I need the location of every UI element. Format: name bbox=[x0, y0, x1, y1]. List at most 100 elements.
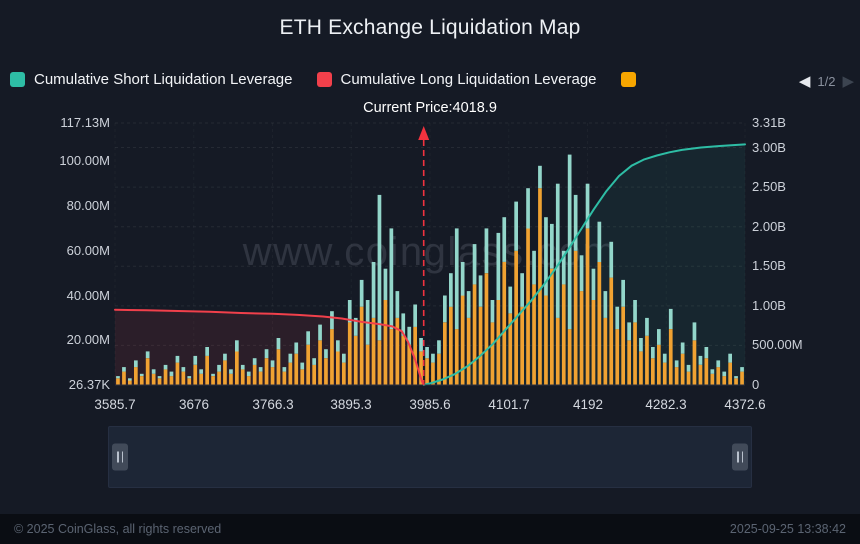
legend-item-cumulative-short[interactable]: Cumulative Short Liquidation Leverage bbox=[10, 71, 293, 88]
long-liquidation-bar bbox=[591, 300, 596, 385]
range-slider-right-handle[interactable] bbox=[732, 443, 748, 471]
right-axis-label: 1.00B bbox=[752, 298, 786, 313]
short-liquidation-bar bbox=[484, 228, 489, 274]
legend-item-extra[interactable] bbox=[620, 72, 645, 87]
long-liquidation-bar bbox=[312, 364, 316, 385]
short-liquidation-bar bbox=[347, 300, 352, 323]
right-axis-label: 2.00B bbox=[752, 219, 786, 234]
right-axis-label: 2.50B bbox=[752, 179, 786, 194]
short-liquidation-bar bbox=[573, 194, 578, 251]
long-liquidation-bar bbox=[716, 367, 721, 385]
long-liquidation-bar bbox=[365, 344, 370, 385]
long-liquidation-bar bbox=[502, 262, 507, 385]
legend-item-cumulative-long[interactable]: Cumulative Long Liquidation Leverage bbox=[316, 71, 597, 88]
short-liquidation-bar bbox=[169, 371, 174, 377]
legend-swatch-long bbox=[316, 72, 332, 87]
long-liquidation-bar bbox=[342, 362, 346, 385]
short-liquidation-bar bbox=[466, 291, 471, 318]
long-liquidation-bar bbox=[407, 344, 412, 385]
short-liquidation-bar bbox=[544, 217, 548, 296]
cumulative-line bbox=[114, 308, 425, 386]
next-page-icon[interactable]: ▶ bbox=[842, 73, 854, 90]
long-liquidation-bar bbox=[347, 322, 352, 385]
long-liquidation-bar bbox=[460, 295, 465, 385]
long-liquidation-bar bbox=[116, 378, 120, 385]
x-axis-label: 4101.7 bbox=[488, 397, 530, 412]
short-liquidation-bar bbox=[199, 369, 203, 374]
short-liquidation-bar bbox=[419, 338, 423, 352]
long-liquidation-bar bbox=[496, 300, 501, 385]
long-liquidation-bar bbox=[478, 306, 483, 385]
short-liquidation-bar bbox=[252, 358, 257, 365]
long-liquidation-bar bbox=[710, 373, 715, 385]
long-liquidation-bar bbox=[276, 349, 281, 385]
long-liquidation-bar bbox=[353, 335, 358, 385]
long-liquidation-bar bbox=[163, 369, 168, 385]
long-liquidation-bar bbox=[674, 367, 679, 385]
long-liquidation-bar bbox=[246, 376, 251, 385]
range-slider-left-handle[interactable] bbox=[112, 443, 128, 471]
short-liquidation-bar bbox=[514, 201, 518, 251]
short-liquidation-bar bbox=[686, 364, 691, 372]
short-liquidation-bar bbox=[151, 369, 156, 374]
long-liquidation-bar bbox=[645, 335, 649, 385]
long-liquidation-bar bbox=[134, 367, 138, 385]
legend-label-long: Cumulative Long Liquidation Leverage bbox=[340, 71, 597, 88]
long-liquidation-bar bbox=[520, 306, 524, 385]
short-liquidation-bar bbox=[353, 317, 358, 336]
long-liquidation-bar bbox=[240, 369, 245, 385]
short-liquidation-bar bbox=[395, 291, 400, 318]
short-liquidation-bar bbox=[449, 273, 453, 307]
x-axis-label: 3895.3 bbox=[330, 397, 372, 412]
chart-legend: Cumulative Short Liquidation Leverage Cu… bbox=[10, 71, 645, 88]
long-liquidation-bar bbox=[722, 376, 727, 385]
short-liquidation-bar bbox=[318, 324, 322, 341]
footer-bar: © 2025 CoinGlass, all rights reserved 20… bbox=[0, 514, 860, 544]
long-liquidation-bar bbox=[252, 364, 257, 385]
short-liquidation-bar bbox=[627, 322, 631, 341]
chart-pagination: ◀ 1/2 ▶ bbox=[799, 74, 854, 89]
chart-range-slider[interactable] bbox=[108, 426, 752, 488]
long-liquidation-bar bbox=[389, 329, 394, 385]
long-liquidation-bar bbox=[550, 268, 554, 385]
short-liquidation-bar bbox=[520, 273, 524, 307]
long-liquidation-bar bbox=[437, 353, 441, 385]
long-liquidation-bar bbox=[561, 284, 566, 385]
handle-grip-icon bbox=[741, 451, 743, 463]
short-liquidation-bar bbox=[157, 376, 162, 379]
short-liquidation-bar bbox=[223, 353, 227, 361]
short-liquidation-bar bbox=[240, 364, 245, 370]
right-axis-label: 3.00B bbox=[752, 140, 786, 155]
short-liquidation-bar bbox=[526, 188, 530, 229]
long-liquidation-bar bbox=[555, 317, 560, 385]
short-liquidation-bar bbox=[710, 369, 715, 374]
long-liquidation-bar bbox=[306, 344, 310, 385]
long-liquidation-bar bbox=[187, 378, 192, 385]
long-liquidation-bar bbox=[585, 228, 590, 385]
long-liquidation-bar bbox=[698, 364, 703, 385]
long-liquidation-bar bbox=[484, 273, 489, 385]
short-liquidation-bar bbox=[639, 338, 643, 352]
short-liquidation-bar bbox=[413, 304, 417, 327]
short-liquidation-bar bbox=[276, 338, 281, 350]
left-axis-label: 20.00M bbox=[66, 332, 110, 347]
left-axis-label: 117.13M bbox=[60, 115, 110, 130]
long-liquidation-bar bbox=[258, 371, 263, 385]
liquidation-chart[interactable] bbox=[0, 0, 860, 430]
long-liquidation-bar bbox=[199, 373, 203, 385]
long-liquidation-bar bbox=[294, 353, 299, 385]
short-liquidation-bar bbox=[324, 349, 328, 359]
short-liquidation-bar bbox=[300, 362, 305, 370]
long-liquidation-bar bbox=[579, 291, 584, 385]
short-liquidation-bar bbox=[454, 228, 459, 330]
short-liquidation-bar bbox=[122, 367, 126, 372]
prev-page-icon[interactable]: ◀ bbox=[798, 73, 811, 90]
short-liquidation-bar bbox=[657, 329, 661, 345]
long-liquidation-bar bbox=[151, 373, 156, 385]
x-axis-label: 3985.6 bbox=[409, 397, 451, 412]
x-axis-label: 3585.7 bbox=[94, 397, 136, 412]
short-liquidation-bar bbox=[128, 378, 132, 381]
series-area-fill bbox=[423, 144, 745, 385]
long-liquidation-bar bbox=[425, 358, 429, 385]
long-liquidation-bar bbox=[657, 344, 661, 385]
